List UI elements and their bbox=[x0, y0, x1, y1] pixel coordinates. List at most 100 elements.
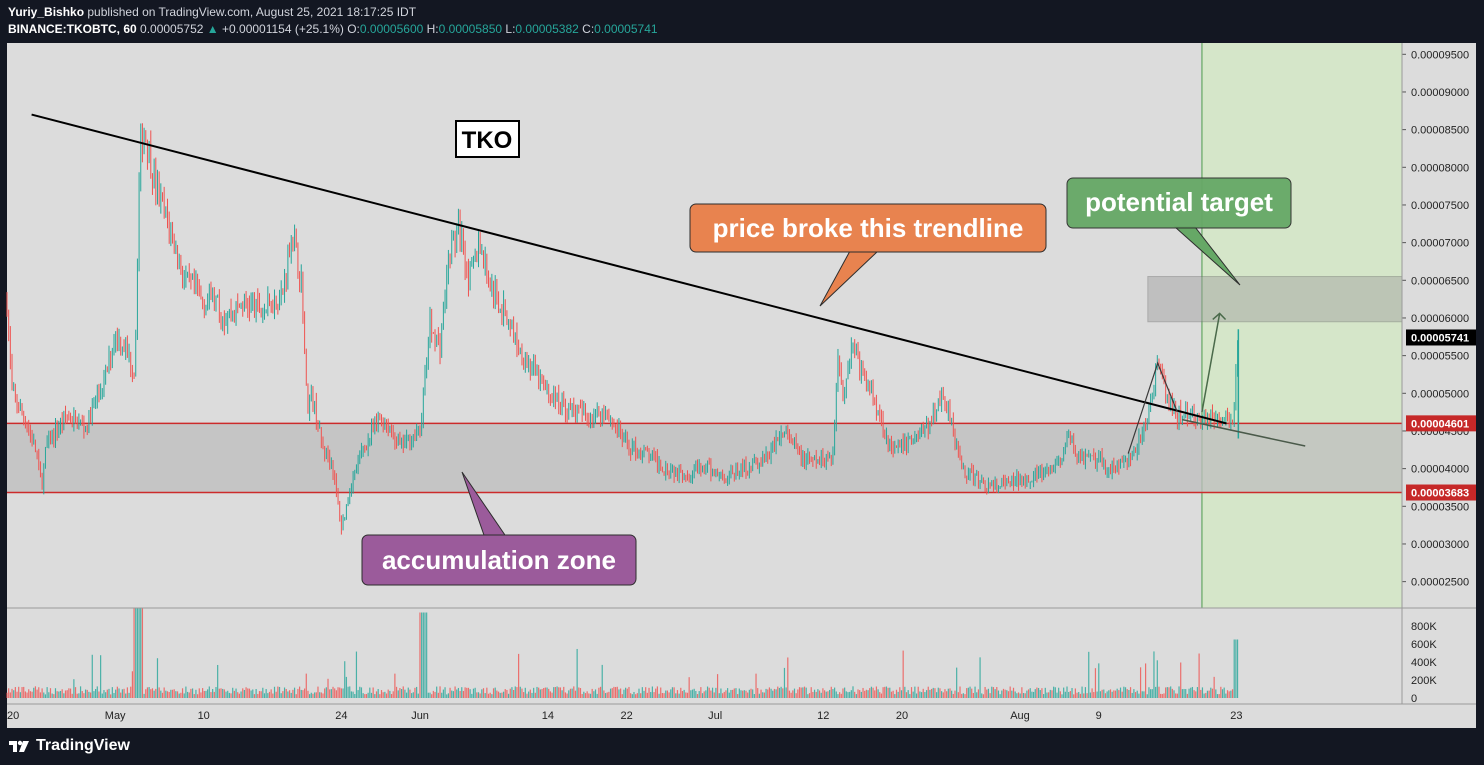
volume-bar-72 bbox=[126, 687, 128, 698]
volume-bar-574 bbox=[966, 688, 968, 698]
volume-bar-308 bbox=[521, 688, 523, 698]
volume-bar-585 bbox=[984, 686, 986, 698]
volume-bar-258 bbox=[437, 692, 439, 698]
volume-bar-508 bbox=[855, 694, 857, 698]
volume-bar-97 bbox=[168, 691, 170, 698]
volume-bar-117 bbox=[202, 688, 204, 698]
volume-bar-352 bbox=[594, 689, 597, 698]
volume-bar-110 bbox=[190, 688, 192, 698]
volume-bar-431 bbox=[727, 688, 729, 698]
volume-bar-576 bbox=[969, 686, 971, 698]
volume-bar-655 bbox=[1101, 689, 1103, 698]
volume-bar-572 bbox=[962, 693, 964, 698]
volume-bar-303 bbox=[513, 690, 515, 698]
volume-bar-178 bbox=[304, 688, 306, 698]
volume-bar-160 bbox=[273, 686, 276, 698]
volume-bar-589 bbox=[991, 686, 993, 698]
volume-bar-249 bbox=[422, 612, 424, 698]
volume-bar-363 bbox=[613, 686, 615, 698]
volume-bar-602 bbox=[1012, 687, 1015, 698]
volume-bar-617 bbox=[1037, 687, 1040, 698]
volume-bar-79 bbox=[138, 608, 140, 698]
volume-bar-498 bbox=[839, 692, 841, 698]
volume-bar-675 bbox=[1134, 692, 1137, 698]
projection-arrow-head bbox=[1212, 312, 1227, 321]
volume-bar-555 bbox=[934, 688, 936, 698]
volume-bar-575 bbox=[967, 687, 969, 698]
volume-bar-648 bbox=[1089, 692, 1092, 698]
volume-bar-156 bbox=[267, 693, 269, 698]
volume-bar-339 bbox=[573, 686, 575, 698]
volume-bar-703 bbox=[1181, 689, 1183, 698]
volume-bar-483 bbox=[813, 689, 816, 698]
up-arrow-icon: ▲ bbox=[206, 22, 219, 36]
trendline-callout-text: price broke this trendline bbox=[713, 213, 1024, 243]
volume-bar-375 bbox=[633, 691, 635, 698]
volume-bar-353 bbox=[596, 693, 598, 698]
volume-bar-700 bbox=[1176, 693, 1178, 698]
volume-bar-433 bbox=[730, 689, 732, 698]
volume-bar-242 bbox=[411, 693, 413, 698]
volume-bar-728 bbox=[1223, 687, 1225, 698]
volume-bar-132 bbox=[227, 690, 229, 698]
volume-bar-214 bbox=[364, 694, 366, 698]
author-name[interactable]: Yuriy_Bishko bbox=[8, 5, 85, 19]
volume-bar-147 bbox=[252, 689, 254, 698]
volume-bar-218 bbox=[370, 692, 373, 698]
volume-bar-640 bbox=[1076, 692, 1078, 698]
volume-bar-41 bbox=[74, 687, 77, 698]
volume-bar-286 bbox=[484, 693, 486, 698]
volume-bar-9 bbox=[21, 687, 23, 698]
volume-bar-116 bbox=[200, 692, 202, 698]
volume-bar-733 bbox=[1231, 689, 1234, 698]
volume-bar-594 bbox=[999, 694, 1001, 698]
volume-bar-278 bbox=[471, 693, 473, 698]
volume-bar-497 bbox=[837, 694, 839, 698]
volume-bar-231 bbox=[392, 691, 394, 698]
volume-bar-591 bbox=[994, 689, 996, 698]
volume-bar-322 bbox=[544, 687, 546, 698]
volume-bar-128 bbox=[220, 688, 222, 698]
volume-bar-281 bbox=[476, 692, 478, 698]
volume-bar-318 bbox=[538, 687, 540, 698]
volume-bar-25 bbox=[48, 692, 50, 698]
volume-bar-536 bbox=[902, 650, 904, 698]
volume-bar-566 bbox=[952, 693, 954, 698]
volume-bar-47 bbox=[84, 689, 87, 698]
volume-bar-307 bbox=[519, 686, 521, 698]
volume-bar-661 bbox=[1111, 691, 1113, 698]
volume-bar-567 bbox=[954, 690, 956, 698]
y-tick-label-13: 0.00003000 bbox=[1411, 539, 1469, 551]
volume-bar-478 bbox=[805, 687, 807, 698]
volume-bar-501 bbox=[844, 687, 846, 698]
volume-bar-205 bbox=[349, 686, 351, 698]
volume-bar-614 bbox=[1032, 691, 1035, 698]
volume-bar-397 bbox=[670, 689, 672, 698]
volume-bar-126 bbox=[217, 664, 219, 698]
volume-bar-368 bbox=[621, 694, 623, 698]
symbol-name[interactable]: BINANCE:TKOBTC, 60 bbox=[8, 22, 137, 36]
volume-bar-556 bbox=[936, 692, 938, 698]
volume-bar-312 bbox=[528, 691, 530, 698]
volume-bar-34 bbox=[63, 693, 65, 698]
volume-bar-637 bbox=[1071, 687, 1073, 698]
volume-bar-356 bbox=[601, 664, 603, 698]
volume-bar-284 bbox=[481, 689, 483, 698]
volume-bar-78 bbox=[136, 608, 139, 698]
volume-bar-395 bbox=[666, 690, 669, 698]
volume-bar-722 bbox=[1213, 676, 1215, 698]
volume-bar-475 bbox=[800, 687, 802, 698]
volume-bar-38 bbox=[69, 688, 72, 698]
volume-bar-88 bbox=[153, 690, 155, 698]
volume-bar-277 bbox=[469, 689, 471, 698]
volume-bar-23 bbox=[44, 694, 47, 698]
volume-bar-99 bbox=[171, 689, 174, 698]
volume-bar-649 bbox=[1091, 688, 1093, 698]
volume-bar-332 bbox=[561, 690, 563, 698]
volume-bar-243 bbox=[412, 692, 414, 698]
volume-bar-716 bbox=[1203, 693, 1205, 698]
tradingview-logo[interactable]: TradingView bbox=[8, 737, 130, 755]
volume-bar-261 bbox=[442, 689, 444, 698]
volume-bar-291 bbox=[492, 688, 495, 698]
